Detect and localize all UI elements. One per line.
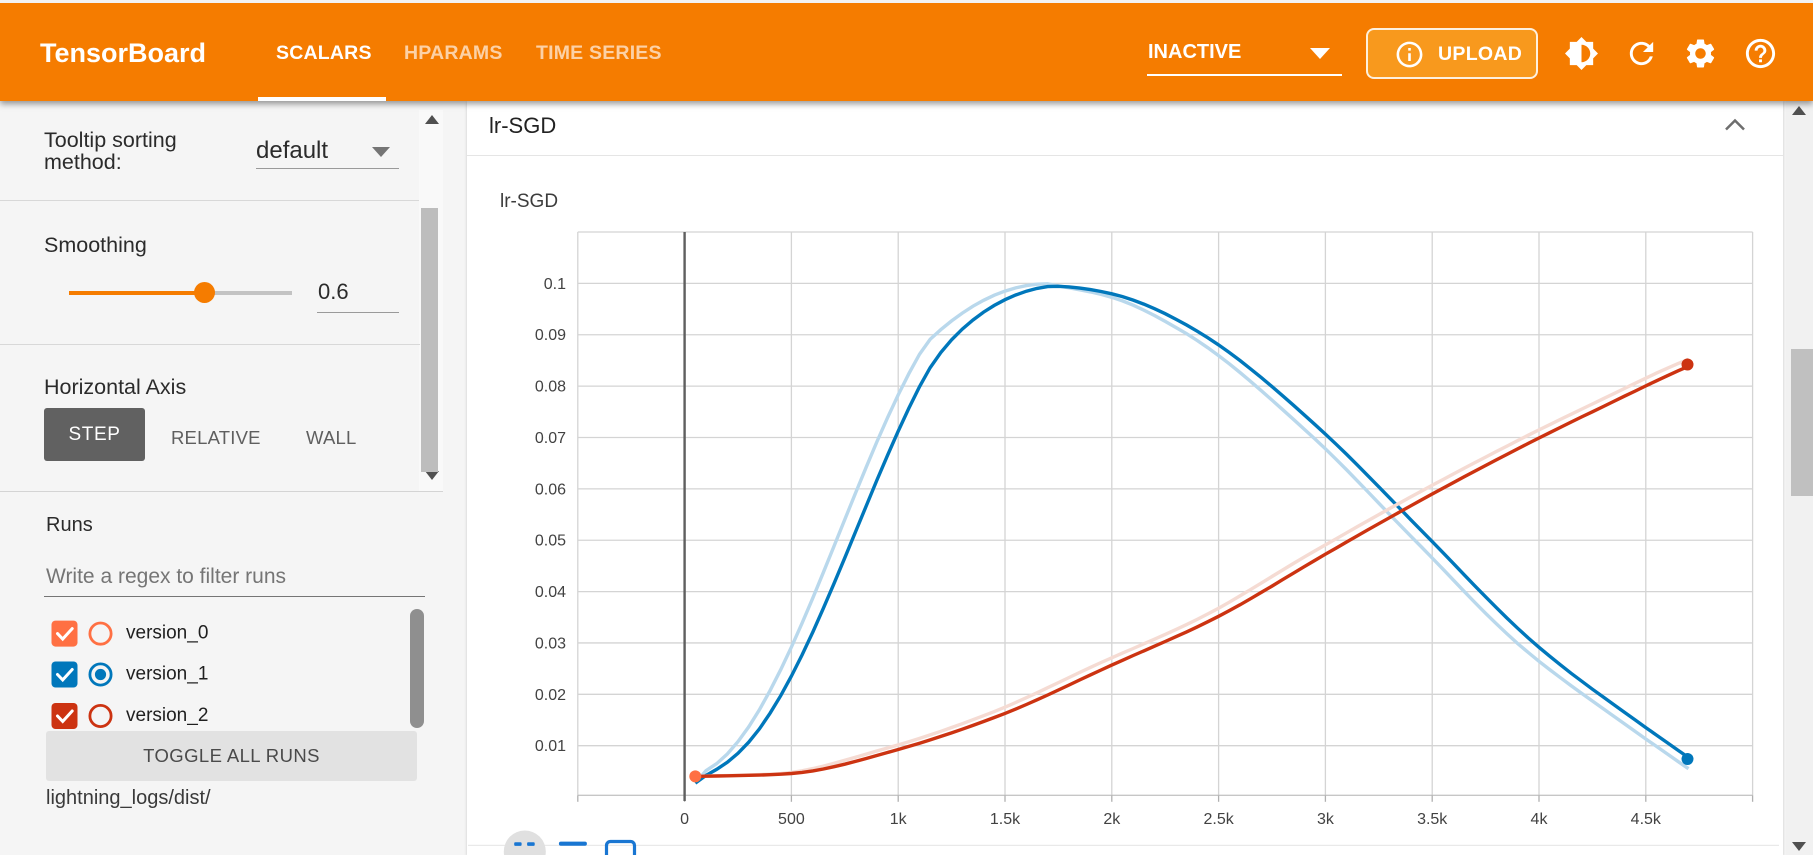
svg-text:version_0: version_0	[126, 623, 208, 644]
svg-text:version_2: version_2	[126, 705, 208, 726]
svg-text:version_1: version_1	[126, 664, 208, 685]
